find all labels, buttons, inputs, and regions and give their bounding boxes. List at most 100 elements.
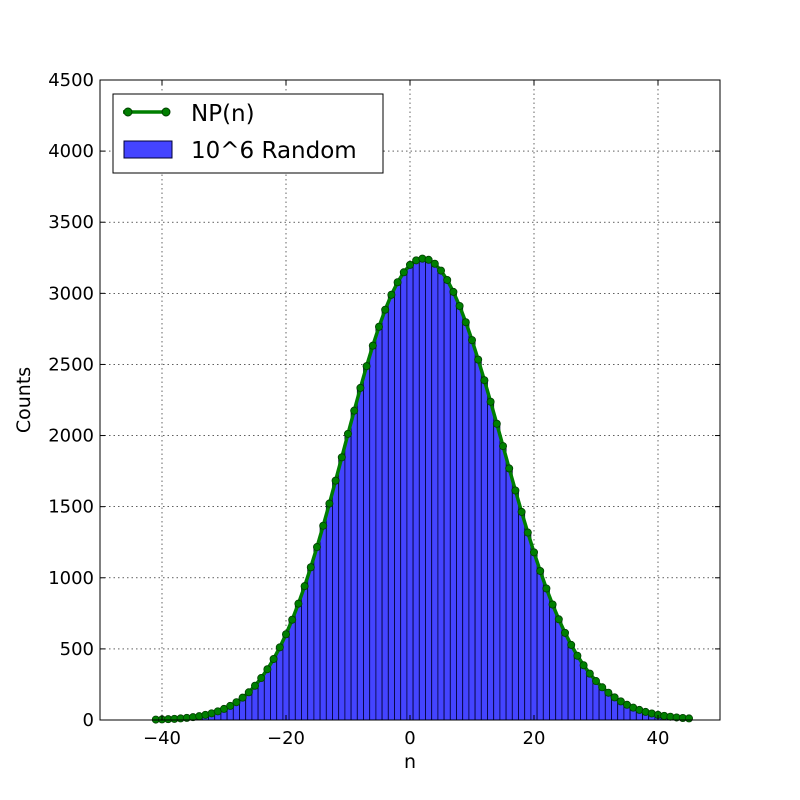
- histogram-bar: [524, 532, 532, 721]
- np-point: [306, 563, 315, 572]
- histogram-bar: [251, 685, 259, 721]
- histogram-bar: [449, 291, 457, 721]
- histogram-bar: [468, 339, 476, 721]
- histogram-bar: [555, 618, 563, 721]
- y-tick-label: 500: [60, 639, 94, 660]
- np-point: [381, 305, 390, 314]
- np-point: [449, 287, 458, 296]
- legend-label-np: NP(n): [191, 101, 255, 127]
- histogram-bar: [338, 456, 346, 721]
- np-point: [585, 669, 594, 678]
- np-point: [554, 615, 563, 624]
- histogram-bar: [394, 281, 402, 721]
- np-point: [573, 651, 582, 660]
- histogram-bar: [549, 604, 557, 721]
- np-point: [374, 322, 383, 331]
- np-point: [263, 665, 272, 674]
- np-point: [288, 615, 297, 624]
- np-point: [362, 362, 371, 371]
- histogram-bar: [363, 365, 371, 721]
- np-point: [281, 630, 290, 639]
- histogram-bar: [511, 490, 519, 721]
- np-point: [467, 336, 476, 345]
- legend-marker-left: [123, 107, 133, 117]
- np-point: [604, 688, 613, 697]
- histogram-bar: [530, 551, 538, 721]
- y-tick-label: 3500: [48, 212, 94, 233]
- y-tick-label: 1500: [48, 497, 94, 518]
- np-point: [461, 318, 470, 327]
- histogram-bar: [499, 445, 507, 721]
- np-point: [393, 278, 402, 287]
- np-point: [312, 543, 321, 552]
- np-point: [226, 701, 235, 710]
- histogram-bar: [325, 503, 333, 721]
- np-point: [455, 301, 464, 310]
- histogram-bar: [443, 279, 451, 721]
- histogram-bar: [288, 619, 296, 721]
- y-tick-label: 0: [83, 710, 94, 731]
- np-point: [405, 260, 414, 269]
- np-point: [610, 693, 619, 702]
- np-point: [387, 290, 396, 299]
- np-point: [250, 681, 259, 690]
- np-point: [257, 674, 266, 683]
- histogram-bar: [586, 673, 594, 721]
- np-point: [542, 584, 551, 593]
- np-point: [474, 355, 483, 364]
- y-tick-label: 2000: [48, 426, 94, 447]
- y-tick-label: 3000: [48, 283, 94, 304]
- histogram-bar: [425, 259, 433, 721]
- histogram-bar: [418, 258, 426, 721]
- histogram-bar: [474, 359, 482, 721]
- np-point: [269, 654, 278, 663]
- legend-marker-right: [161, 107, 171, 117]
- histogram-bar: [567, 644, 575, 721]
- histogram-bar: [431, 263, 439, 721]
- np-point: [424, 255, 433, 264]
- y-tick-label: 4500: [48, 70, 94, 91]
- x-tick-label: −40: [143, 728, 181, 749]
- np-point: [685, 714, 694, 723]
- histogram-bar: [592, 680, 600, 721]
- histogram-bar: [542, 588, 550, 721]
- np-point: [579, 661, 588, 670]
- x-axis-label: n: [404, 751, 416, 773]
- histogram-bar: [369, 345, 377, 721]
- legend: NP(n) 10^6 Random: [112, 93, 384, 174]
- x-tick-label: −20: [267, 728, 305, 749]
- np-point: [300, 582, 309, 591]
- np-point: [356, 383, 365, 392]
- histogram-bar: [518, 511, 526, 721]
- x-tick-label: 20: [523, 728, 546, 749]
- histogram-bar: [344, 433, 352, 721]
- np-point: [337, 453, 346, 462]
- np-point: [244, 688, 253, 697]
- np-point: [561, 628, 570, 637]
- histogram-bar: [381, 309, 389, 721]
- np-point: [368, 341, 377, 350]
- histogram-bar: [313, 546, 321, 721]
- histogram-bar: [350, 410, 358, 721]
- np-point: [511, 486, 520, 495]
- histogram-bar: [462, 321, 470, 721]
- histogram-bar: [536, 570, 544, 721]
- histogram-bar: [406, 264, 414, 721]
- histogram-bar: [580, 664, 588, 721]
- histogram-bar: [456, 305, 464, 721]
- np-point: [325, 499, 334, 508]
- histogram-bar: [356, 387, 364, 721]
- np-point: [536, 566, 545, 575]
- np-point: [492, 419, 501, 428]
- y-tick-label: 1000: [48, 568, 94, 589]
- np-point: [350, 406, 359, 415]
- legend-label-random: 10^6 Random: [191, 138, 357, 164]
- np-point: [616, 697, 625, 706]
- histogram-bar: [270, 658, 278, 721]
- np-point: [294, 599, 303, 608]
- np-point: [232, 698, 241, 707]
- np-point: [592, 677, 601, 686]
- histogram-bar: [487, 401, 495, 721]
- histogram-bar: [307, 566, 315, 721]
- histogram-bar: [332, 480, 340, 721]
